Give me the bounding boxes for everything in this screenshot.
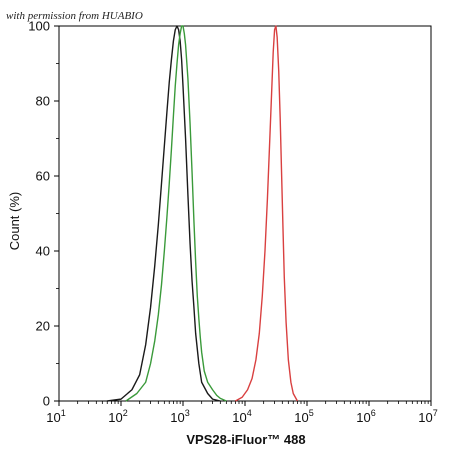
plot-frame xyxy=(58,25,432,402)
histogram-series-3 xyxy=(235,25,299,402)
x-tick-label: 103 xyxy=(170,408,189,425)
x-tick-label: 104 xyxy=(232,408,251,425)
x-tick-label: 102 xyxy=(108,408,127,425)
histogram-series-2 xyxy=(125,25,227,402)
x-tick-label: 106 xyxy=(356,408,375,425)
y-tick-label: 0 xyxy=(43,394,50,409)
x-tick-label: 107 xyxy=(418,408,437,425)
y-axis-label: Count (%) xyxy=(7,192,22,251)
watermark-text: with permission from HUABIO xyxy=(6,10,143,22)
histogram-series-1 xyxy=(107,25,221,402)
y-tick-label: 100 xyxy=(28,19,50,34)
x-tick-label: 105 xyxy=(294,408,313,425)
x-tick-label: 101 xyxy=(46,408,65,425)
y-tick-label: 80 xyxy=(36,94,50,109)
y-tick-label: 60 xyxy=(36,169,50,184)
x-axis-label: VPS28-iFluor™ 488 xyxy=(186,432,305,447)
plot-area: 0 20 40 60 80 100 101 102 103 104 105 106 107 xyxy=(28,19,437,426)
y-tick-label: 40 xyxy=(36,244,50,259)
y-tick-label: 20 xyxy=(36,319,50,334)
